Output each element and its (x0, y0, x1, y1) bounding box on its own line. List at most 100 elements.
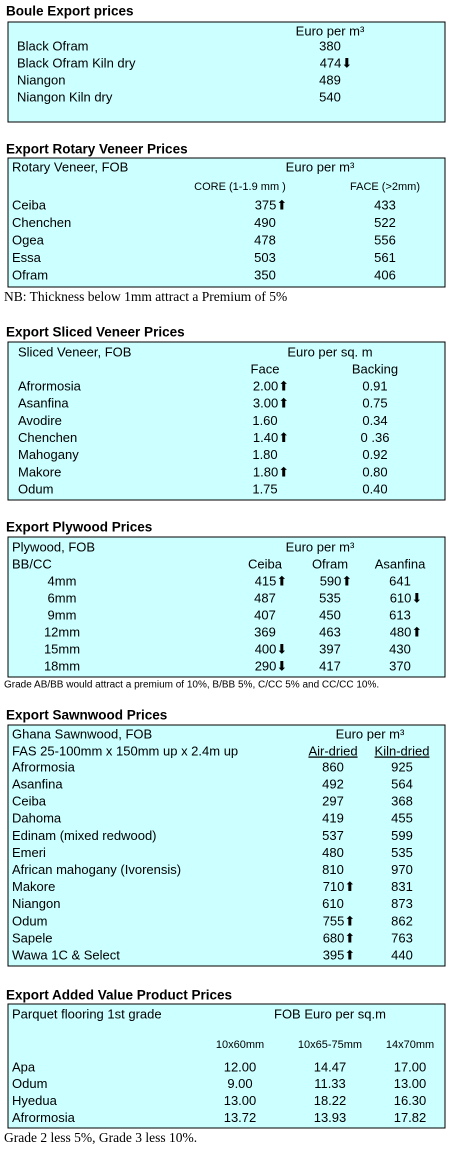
row-label: Black Ofram (17, 38, 89, 53)
price-cell: 3.00⬆ (253, 396, 289, 411)
price-cell: 561 (374, 250, 396, 265)
price-box (7, 157, 446, 288)
section-title: Export Rotary Veneer Prices (6, 142, 188, 157)
column-header: Sliced Veneer, FOB (18, 344, 131, 359)
row-label: Ceiba (12, 197, 47, 212)
price-cell: 400⬇ (255, 641, 288, 656)
price-cell: 1.60 (252, 413, 277, 428)
column-header: Kiln-dried (375, 743, 430, 758)
price-cell: 395⬆ (323, 948, 356, 963)
column-header: Euro per sq. m (287, 344, 372, 359)
row-label: Odum (18, 482, 53, 497)
section-title: Export Added Value Product Prices (6, 988, 232, 1003)
column-header: FOB Euro per sq.m (274, 1006, 386, 1021)
price-cell: 860 (322, 759, 344, 774)
price-cell: 873 (391, 896, 413, 911)
price-cell: 406 (374, 267, 396, 282)
price-cell: 368 (391, 794, 413, 809)
price-cell: 0.40 (362, 482, 387, 497)
price-cell: 290⬇ (255, 658, 288, 673)
price-cell: 13.00 (394, 1076, 427, 1091)
price-cell: 370 (389, 658, 411, 673)
column-header: Euro per m³ (296, 23, 365, 38)
price-cell: 489 (319, 72, 341, 87)
row-label: Edinam (mixed redwood) (12, 828, 157, 843)
price-cell: 599 (391, 828, 413, 843)
price-box (7, 341, 446, 501)
row-label: Avodire (18, 413, 62, 428)
price-cell: 478 (254, 232, 276, 247)
price-cell: 474⬇ (320, 55, 353, 70)
price-cell: 480⬆ (390, 624, 423, 639)
price-cell: 487 (254, 590, 276, 605)
price-cell: 480 (322, 845, 344, 860)
price-cell: 14.47 (314, 1059, 347, 1074)
row-label: Chenchen (12, 215, 71, 230)
column-header: Ceiba (248, 556, 283, 571)
price-cell: 450 (319, 607, 341, 622)
row-label: Makore (12, 879, 55, 894)
column-header: 14x70mm (386, 1039, 434, 1051)
price-cell: 564 (391, 777, 413, 792)
price-cell: 16.30 (394, 1093, 427, 1108)
column-header: Euro per m³ (286, 539, 355, 554)
note: NB: Thickness below 1mm attract a Premiu… (4, 289, 287, 304)
price-cell: 11.33 (314, 1076, 346, 1091)
price-cell: 522 (374, 215, 396, 230)
row-label: Wawa 1C & Select (12, 948, 120, 963)
row-label: Makore (18, 464, 61, 479)
column-header: FAS 25-100mm x 150mm up x 2.4m up (12, 743, 238, 758)
row-label: Ceiba (12, 794, 47, 809)
column-header: Rotary Veneer, FOB (12, 159, 128, 174)
price-cell: 610⬇ (390, 590, 423, 605)
row-label: Ogea (12, 232, 45, 247)
price-cell: 13.72 (224, 1110, 257, 1125)
row-label: Odum (12, 913, 47, 928)
row-label: 6mm (48, 590, 77, 605)
price-cell: 755⬆ (323, 913, 356, 928)
price-cell: 537 (322, 828, 344, 843)
price-cell: 369 (254, 624, 276, 639)
column-header: Parquet flooring 1st grade (12, 1006, 162, 1021)
note: Grade AB/BB would attract a premium of 1… (4, 680, 379, 691)
price-cell: 397 (319, 641, 341, 656)
price-cell: 415⬆ (255, 573, 288, 588)
row-label: 9mm (48, 607, 77, 622)
price-cell: 610 (322, 896, 344, 911)
price-box (7, 724, 446, 967)
row-label: African mahogany (Ivorensis) (12, 862, 181, 877)
row-label: Mahogany (18, 447, 79, 462)
price-cell: 417 (319, 658, 341, 673)
price-cell: 970 (391, 862, 413, 877)
row-label: 18mm (44, 658, 80, 673)
price-cell: 710⬆ (323, 879, 356, 894)
column-header: Euro per m³ (286, 159, 355, 174)
price-cell: 380 (319, 38, 341, 53)
section-title: Export Sliced Veneer Prices (6, 325, 185, 340)
price-cell: 0.92 (362, 447, 387, 462)
column-header: Air-dried (308, 743, 357, 758)
price-cell: 556 (374, 232, 396, 247)
price-cell: 680⬆ (323, 930, 356, 945)
price-cell: 9.00 (227, 1076, 252, 1091)
section-title: Export Sawnwood Prices (6, 708, 167, 723)
price-cell: 540 (319, 89, 341, 104)
price-cell: 455 (391, 811, 413, 826)
price-cell: 350 (254, 267, 276, 282)
price-cell: 810 (322, 862, 344, 877)
price-cell: 490 (254, 215, 276, 230)
price-cell: 0.80 (362, 464, 387, 479)
column-header: 10x65-75mm (298, 1039, 362, 1051)
price-cell: 1.80⬆ (253, 464, 289, 479)
price-cell: 1.40⬆ (253, 430, 289, 445)
column-header: Asanfina (375, 556, 426, 571)
row-label: Afrormosia (12, 759, 76, 774)
price-cell: 590⬆ (320, 573, 353, 588)
price-cell: 0.34 (362, 413, 387, 428)
section-title: Boule Export prices (6, 4, 134, 19)
row-label: Ofram (12, 267, 48, 282)
price-cell: 1.80 (252, 447, 277, 462)
row-label: Apa (12, 1059, 36, 1074)
price-box (7, 536, 446, 678)
